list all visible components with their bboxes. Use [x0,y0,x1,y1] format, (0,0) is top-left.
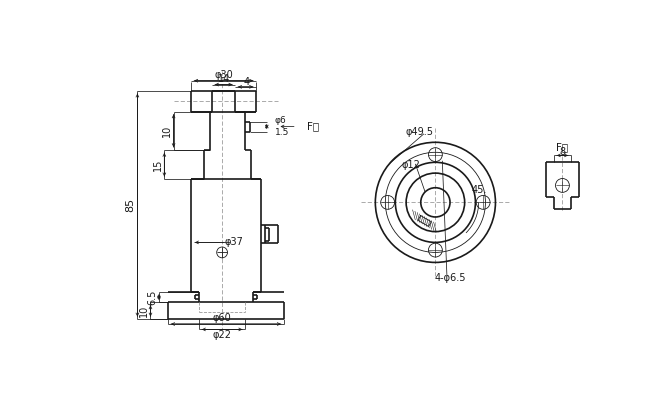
Text: 85: 85 [125,198,135,212]
Text: φ49.5: φ49.5 [406,127,434,137]
Text: 4: 4 [243,77,249,87]
Text: F向: F向 [307,122,319,131]
Text: 10: 10 [163,125,173,137]
Text: 15: 15 [153,158,163,171]
Text: 8: 8 [560,147,566,156]
Text: φ12: φ12 [402,160,420,170]
Text: 1.5: 1.5 [274,128,289,137]
Text: φ30: φ30 [214,70,233,80]
Text: 10: 10 [139,305,149,317]
Text: F向: F向 [556,142,568,152]
Text: 6.5: 6.5 [147,289,157,305]
Text: 45.: 45. [472,185,487,195]
Text: φ22: φ22 [213,330,231,340]
Text: 4-φ6.5: 4-φ6.5 [435,273,466,283]
Text: φ60: φ60 [213,313,231,323]
Text: φ37: φ37 [224,237,243,247]
Text: φ6: φ6 [274,116,286,125]
Text: 14: 14 [217,74,229,84]
